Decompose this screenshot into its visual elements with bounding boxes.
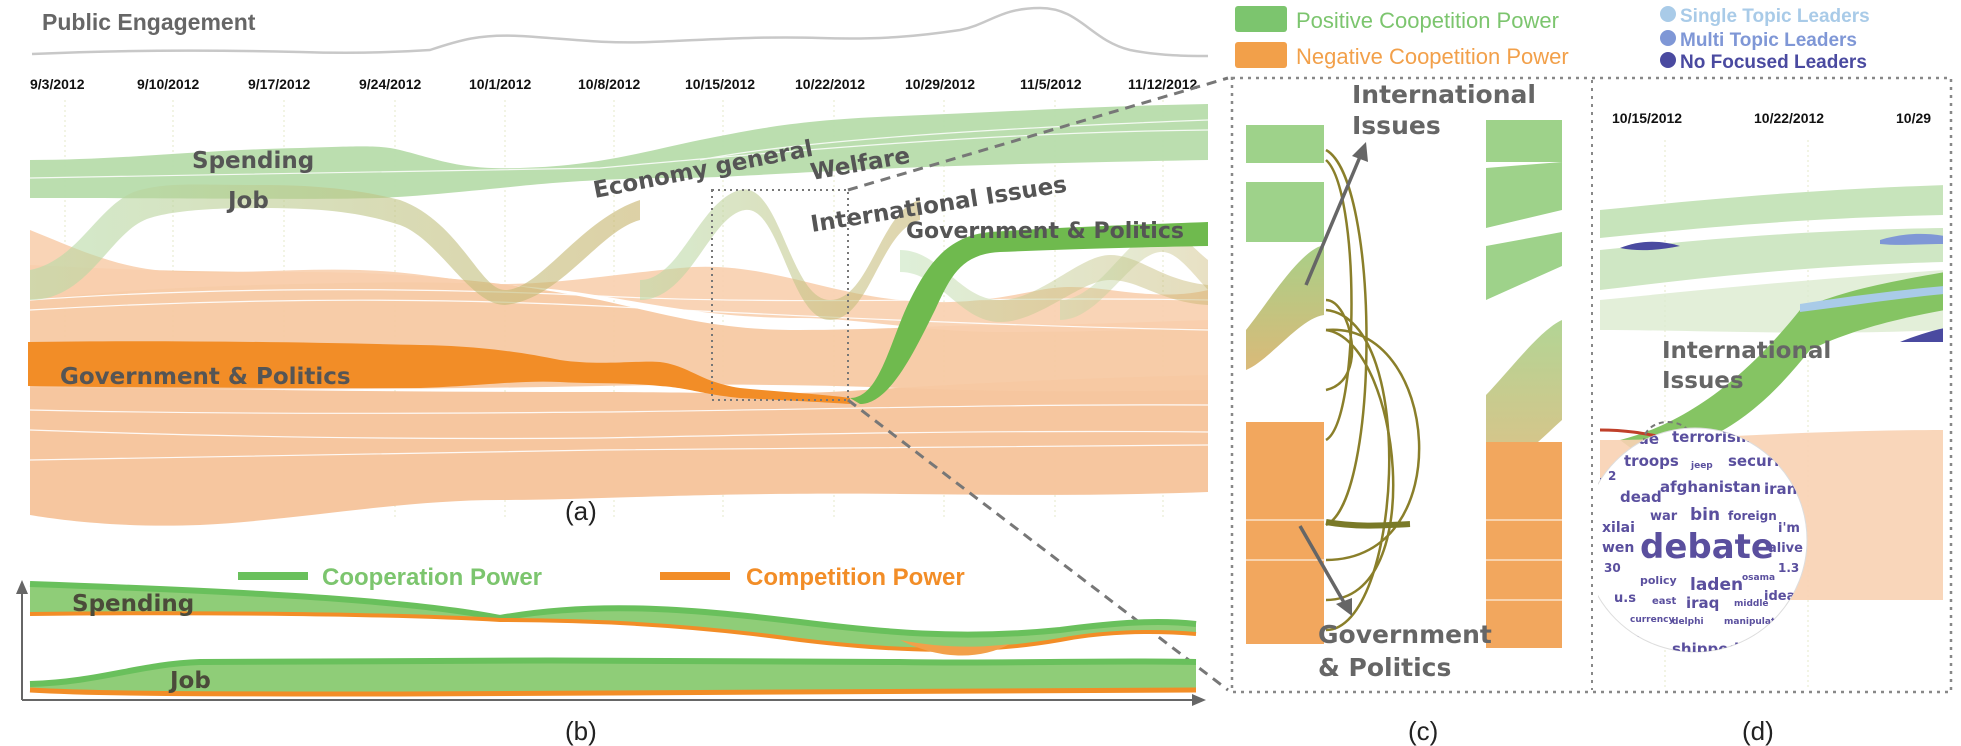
word-cloud-term: 1.3 <box>1778 561 1799 575</box>
word-cloud-term: aw <box>1590 611 1611 626</box>
cross-stream-1 <box>640 189 920 320</box>
topic-label-gov-orange: Government & Politics <box>60 364 351 390</box>
word-cloud-term: foreign <box>1728 509 1777 523</box>
date-label: 9/17/2012 <box>248 76 310 92</box>
topic-label-gov-green: Government & Politics <box>906 219 1184 244</box>
cross-stream-3 <box>1060 230 1208 320</box>
job-stream <box>30 184 640 305</box>
date-label: 10/8/2012 <box>578 76 640 92</box>
word-cloud-term: war <box>1650 509 1678 524</box>
panel-a-label: (a) <box>565 496 597 526</box>
panel-d-date: 10/15/2012 <box>1612 110 1682 126</box>
panel-d-detail: 10/15/2012 10/22/2012 10/29 Internationa… <box>1590 110 1943 690</box>
competition-legend-label: Competition Power <box>746 564 965 591</box>
word-cloud-term: natio <box>1748 634 1789 650</box>
engagement-title: Public Engagement <box>42 9 256 35</box>
legend-multi-label: Multi Topic Leaders <box>1680 30 1857 51</box>
panel-c-bottom-label-2: & Politics <box>1318 653 1451 682</box>
top-legend: Positive Coopetition Power Negative Coop… <box>1235 6 1870 73</box>
panel-c-label: (c) <box>1408 716 1438 746</box>
word-cloud-term: east <box>1652 596 1676 607</box>
date-label: 9/3/2012 <box>30 76 85 92</box>
zoom-panel-frame <box>1230 76 1953 694</box>
word-cloud-term: osama <box>1742 573 1775 583</box>
word-cloud-term: troops <box>1624 452 1679 470</box>
green-top-band <box>30 104 1208 199</box>
gov-politics-orange-stream <box>28 341 850 404</box>
zoom-connector-bottom <box>847 398 1229 692</box>
panel-d-date: 10/22/2012 <box>1754 110 1824 126</box>
legend-single-label: Single Topic Leaders <box>1680 6 1870 27</box>
zoom-box <box>711 189 849 401</box>
date-label: 10/22/2012 <box>795 76 865 92</box>
word-cloud-term: sto <box>1754 655 1775 669</box>
word-cloud-term: idea <box>1764 589 1795 604</box>
word-cloud-term: u.s <box>1614 591 1636 606</box>
word-cloud-term: debate <box>1640 527 1774 567</box>
word-cloud-term: dead <box>1620 488 1662 506</box>
word-cloud-circle <box>1598 427 1808 653</box>
word-cloud-term: policy <box>1640 574 1677 587</box>
topic-label-spending: Spending <box>192 148 314 174</box>
word-cloud-term: wars <box>1678 664 1705 675</box>
word-cloud-term: lin <box>1616 653 1633 667</box>
panel-d-date: 10/29 <box>1896 110 1931 126</box>
word-cloud-term: 2 <box>1608 469 1616 483</box>
panel-b-label: (b) <box>565 716 597 746</box>
gov-politics-green-stream <box>850 222 1208 404</box>
date-axis: 9/3/2012 9/10/2012 9/17/2012 9/24/2012 1… <box>30 76 1198 92</box>
date-label: 10/15/2012 <box>685 76 755 92</box>
word-cloud-term: shipped <box>1672 640 1739 658</box>
spending-row-label: Spending <box>72 591 194 617</box>
panel-d-label: (d) <box>1742 716 1774 746</box>
legend-positive-label: Positive Coopetition Power <box>1296 8 1559 33</box>
engagement-curve <box>31 6 1209 58</box>
word-cloud-term: manipulator <box>1724 617 1786 627</box>
panel-c-bottom-label-1: Government <box>1318 620 1492 649</box>
panel-d-topic-1: International <box>1662 338 1831 364</box>
word-cloud-term: afghanistan <box>1660 478 1761 496</box>
panel-b-chart: Cooperation Power Competition Power Spen… <box>16 564 1206 706</box>
panel-c-detail: International Issues Government & Politi… <box>1246 80 1562 682</box>
panel-a-flows: Spending Job Economy general Welfare Int… <box>28 100 1209 526</box>
word-cloud-term: 30 <box>1604 561 1621 575</box>
word-cloud-term: currency <box>1630 615 1674 625</box>
date-label: 11/12/2012 <box>1128 76 1198 92</box>
word-cloud-term: laden <box>1690 575 1743 595</box>
word-cloud-term: wen <box>1602 540 1634 556</box>
panel-c-top-label-1: International <box>1352 80 1536 109</box>
word-cloud-term: xilai <box>1602 520 1635 536</box>
legend-negative-label: Negative Coopetition Power <box>1296 44 1569 69</box>
panel-c-top-label-2: Issues <box>1352 111 1441 140</box>
job-coop-area <box>30 660 1196 694</box>
word-cloud-term: middle <box>1734 599 1769 609</box>
word-cloud-term: jeep <box>1690 461 1713 471</box>
word-cloud-term: iraq <box>1686 594 1719 612</box>
word-cloud-term: delphi <box>1672 617 1704 627</box>
date-label: 9/24/2012 <box>359 76 421 92</box>
topic-label-job: Job <box>226 188 269 214</box>
legend-none-label: No Focused Leaders <box>1680 52 1867 73</box>
date-label: 10/29/2012 <box>905 76 975 92</box>
panel-d-topic-2: Issues <box>1662 368 1744 394</box>
word-cloud-term: ilitary <box>1592 632 1639 648</box>
date-label: 10/1/2012 <box>469 76 531 92</box>
date-label: 9/10/2012 <box>137 76 199 92</box>
job-row-label: Job <box>168 668 211 694</box>
word-cloud-term: bin <box>1690 505 1720 525</box>
word-cloud-term: c <box>1792 616 1798 627</box>
word-cloud-term: alive <box>1768 541 1803 556</box>
cooperation-legend-label: Cooperation Power <box>322 564 542 591</box>
date-label: 11/5/2012 <box>1020 76 1082 92</box>
word-cloud-term: i'm <box>1778 521 1800 536</box>
word-cloud-term: iran <box>1764 480 1797 498</box>
zoom-connector-top <box>847 76 1229 192</box>
